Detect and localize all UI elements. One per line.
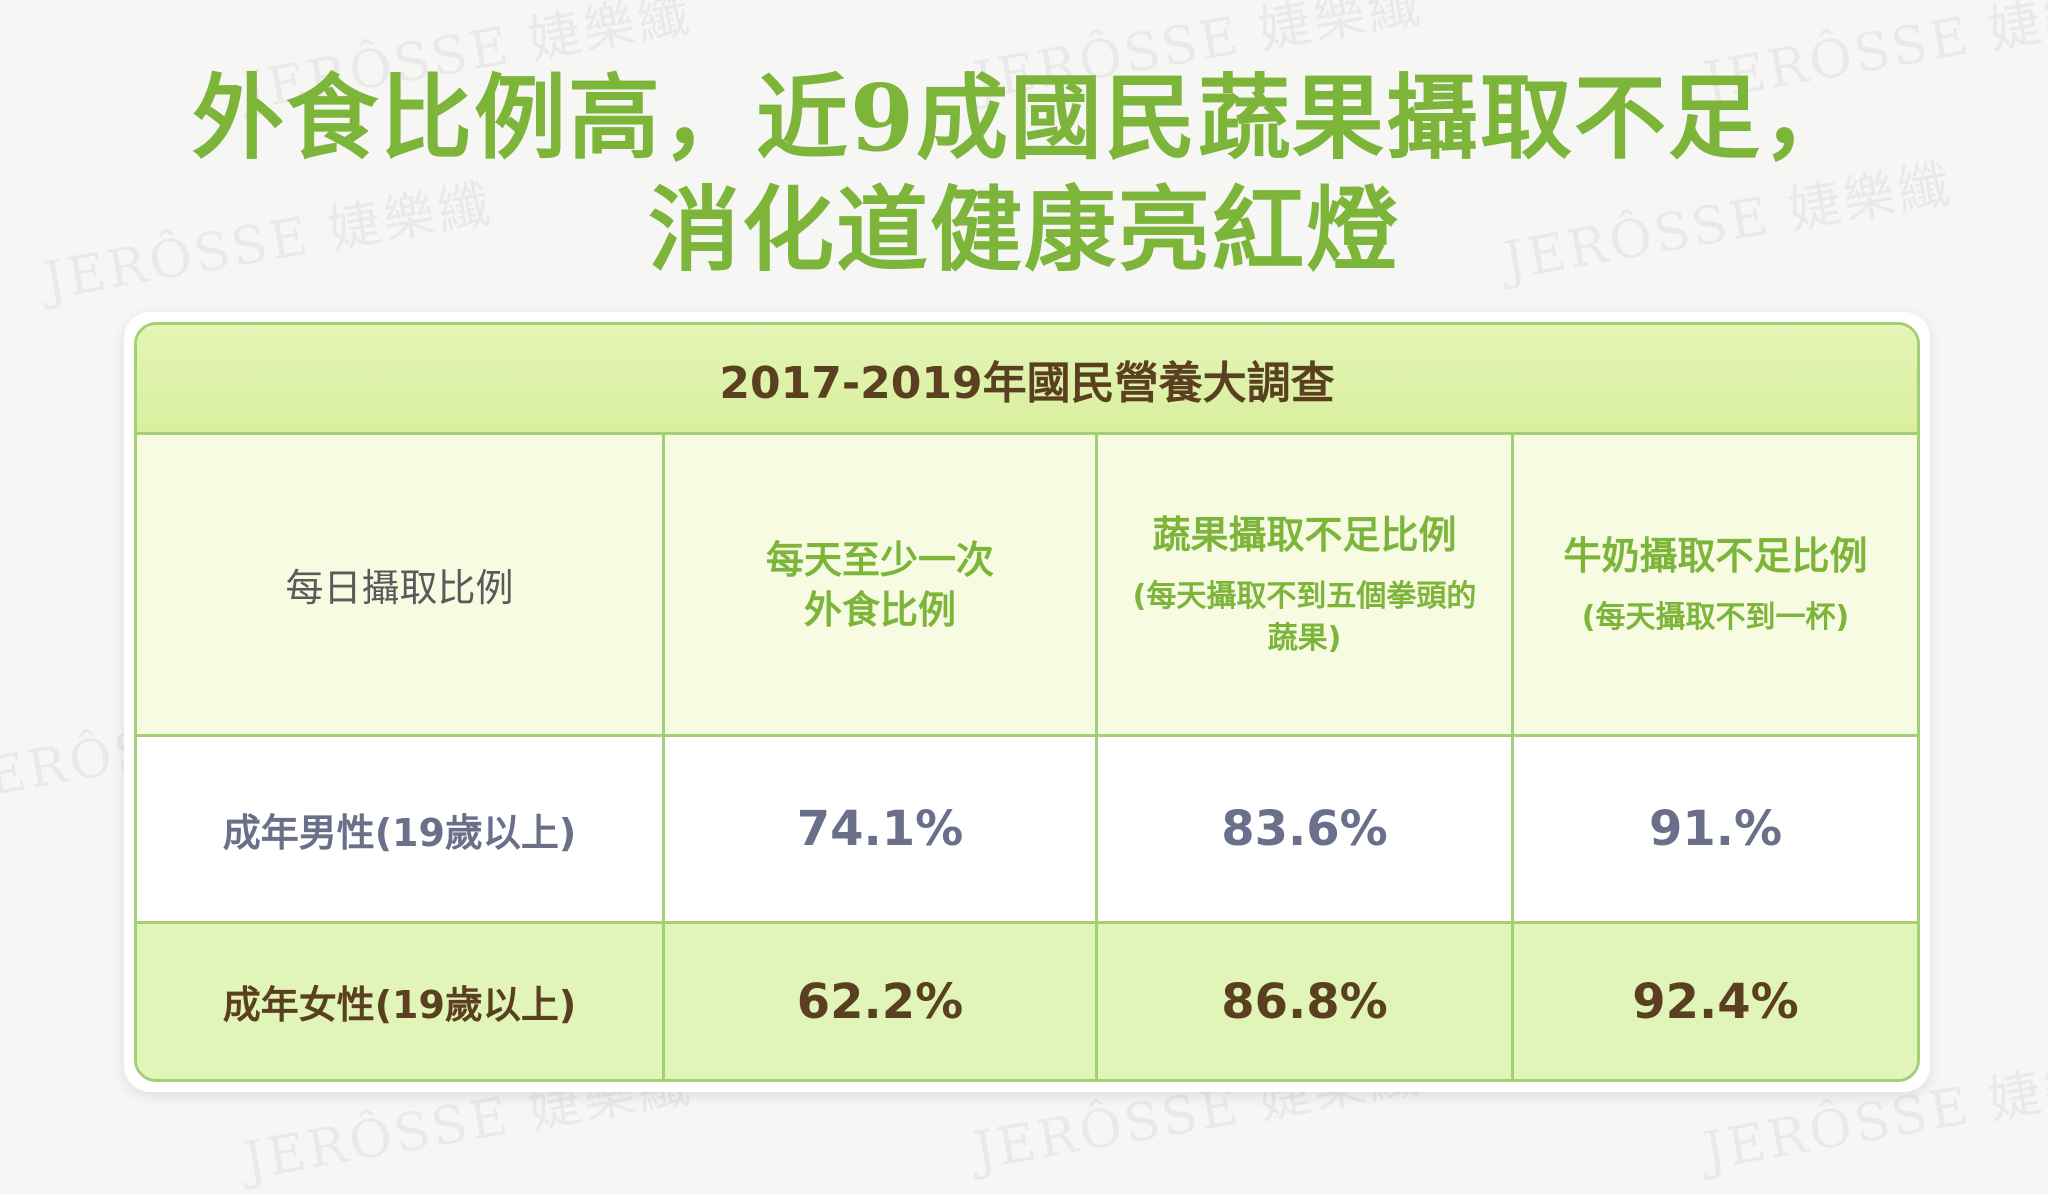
- column-header-label: 蔬果攝取不足比例: [1152, 512, 1457, 557]
- value-text: 86.8%: [1221, 973, 1388, 1030]
- table-cell: 74.1%: [665, 737, 1098, 924]
- table-cell: 91.%: [1514, 737, 1917, 924]
- headline-line-2: 消化道健康亮紅燈: [647, 176, 1400, 284]
- table-grid: 每日攝取比例 每天至少一次 外食比例 蔬果攝取不足比例 (每天攝取不到五個拳頭的…: [137, 435, 1917, 1079]
- table-cell: 86.8%: [1098, 924, 1514, 1079]
- corner-label: 每日攝取比例: [285, 566, 514, 610]
- value-text: 83.6%: [1221, 801, 1388, 857]
- column-header-note: (每天攝取不到五個拳頭的蔬果): [1132, 578, 1477, 656]
- row-header-male: 成年男性(19歲以上): [137, 737, 665, 924]
- row-label: 成年女性(19歲以上): [222, 983, 577, 1027]
- row-header-female: 成年女性(19歲以上): [137, 924, 665, 1079]
- column-header-vegetables: 蔬果攝取不足比例 (每天攝取不到五個拳頭的蔬果): [1098, 435, 1514, 737]
- table-cell: 83.6%: [1098, 737, 1514, 924]
- survey-table-card: 2017-2019年國民營養大調查 每日攝取比例 每天至少一次 外食比例 蔬果攝…: [124, 312, 1930, 1092]
- table-title-bar: 2017-2019年國民營養大調查: [137, 325, 1917, 435]
- table-cell: 92.4%: [1514, 924, 1917, 1079]
- column-header-milk: 牛奶攝取不足比例 (每天攝取不到一杯): [1514, 435, 1917, 737]
- value-text: 74.1%: [796, 801, 964, 857]
- column-header-label: 外食比例: [803, 587, 956, 632]
- headline-line-1: 外食比例高，近9成國民蔬果攝取不足，: [191, 64, 1856, 172]
- table-header-corner: 每日攝取比例: [137, 435, 665, 737]
- value-text: 62.2%: [796, 973, 964, 1030]
- column-header-label: 每天至少一次: [765, 537, 994, 582]
- headline: 外食比例高，近9成國民蔬果攝取不足， 消化道健康亮紅燈: [0, 62, 2048, 286]
- column-header-dining-out: 每天至少一次 外食比例: [665, 435, 1098, 737]
- survey-table: 2017-2019年國民營養大調查 每日攝取比例 每天至少一次 外食比例 蔬果攝…: [134, 322, 1920, 1082]
- column-header-note: (每天攝取不到一杯): [1581, 599, 1850, 635]
- column-header-label: 牛奶攝取不足比例: [1563, 533, 1868, 578]
- value-text: 92.4%: [1632, 973, 1799, 1030]
- table-cell: 62.2%: [665, 924, 1098, 1079]
- row-label: 成年男性(19歲以上): [222, 810, 577, 855]
- table-title: 2017-2019年國民營養大調查: [719, 357, 1335, 409]
- value-text: 91.%: [1648, 801, 1783, 857]
